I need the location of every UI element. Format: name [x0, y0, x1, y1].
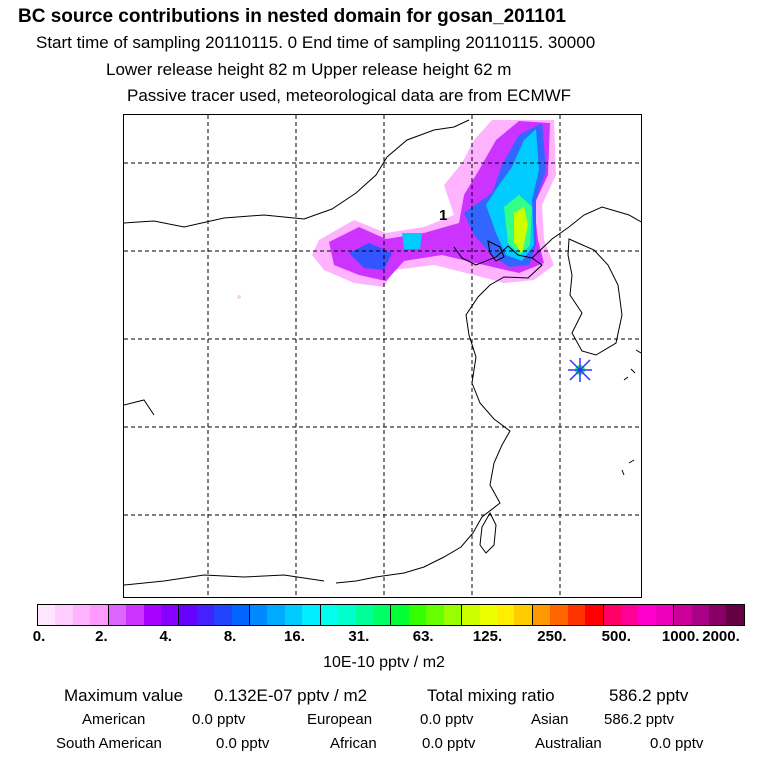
colorbar-segment: [250, 605, 268, 625]
colorbar-segment: [373, 605, 392, 625]
plume-blue: [349, 243, 392, 270]
internal-border: [124, 399, 325, 586]
colorbar-segment: [726, 605, 744, 625]
region-label-asian: Asian: [531, 711, 569, 728]
colorbar-segment: [90, 605, 109, 625]
colorbar-segment: [143, 605, 161, 625]
map-annotation-label: 1: [439, 207, 447, 224]
region-value-american: 0.0 pptv: [192, 711, 246, 728]
region-label-american: American: [82, 711, 146, 728]
colorbar-tick-label: 31.: [348, 628, 370, 645]
colorbar-tick-label: 1000.: [661, 628, 700, 645]
colorbar-segment: [585, 605, 604, 625]
colorbar-segment: [126, 605, 144, 625]
colorbar-segment: [55, 605, 73, 625]
lat-lon-grid: [124, 115, 641, 597]
region-label-australian: Australian: [535, 735, 602, 752]
plume-cyan: [402, 233, 422, 249]
plume-field: [237, 120, 556, 299]
bohai-coast: [335, 245, 543, 584]
colorbar-segment: [72, 605, 91, 625]
colorbar-segment: [514, 605, 533, 625]
map-canvas: 1: [124, 115, 641, 597]
region-value-african: 0.0 pptv: [422, 735, 476, 752]
colorbar-segment: [462, 605, 480, 625]
colorbar-segment: [532, 605, 551, 625]
taiwan: [479, 511, 497, 554]
colorbar-segment: [302, 605, 321, 625]
colorbar-segment: [391, 605, 409, 625]
total-mixing-value: 586.2 pptv: [609, 686, 689, 705]
tracer-note: Passive tracer used, meteorological data…: [127, 86, 572, 105]
colorbar-segment: [443, 605, 463, 625]
colorbar-segment: [196, 605, 215, 625]
colorbar-segment: [214, 605, 232, 625]
colorbar-segment: [179, 605, 197, 625]
colorbar-segment: [426, 605, 444, 625]
colorbar-tick-label: 4.: [159, 628, 172, 645]
colorbar-segment: [638, 605, 656, 625]
japan-islands: [621, 349, 641, 476]
colorbar-tick-label: 16.: [284, 628, 305, 645]
region-value-south-american: 0.0 pptv: [216, 735, 270, 752]
korea-peninsula: [567, 238, 623, 356]
korea-border: [531, 206, 641, 259]
region-value-australian: 0.0 pptv: [650, 735, 704, 752]
colorbar-segment: [355, 605, 374, 625]
colorbar-segment: [320, 605, 339, 625]
map-panel: 1: [123, 114, 642, 598]
colorbar-segment: [620, 605, 639, 625]
colorbar-tick-label: 2.: [95, 628, 108, 645]
max-value-label: Maximum value: [64, 686, 184, 705]
colorbar-ticks: 0. 2. 4. 8. 16. 31. 63. 125. 250. 500. 1000. 2000.: [0, 628, 768, 650]
region-label-south-american: South American: [56, 735, 162, 752]
colorbar-segment: [408, 605, 427, 625]
colorbar-segment: [550, 605, 568, 625]
colorbar-segment: [108, 605, 127, 625]
northern-border: [124, 119, 470, 228]
plot-title: BC source contributions in nested domain…: [18, 6, 566, 27]
colorbar-segment: [479, 605, 497, 625]
colorbar-segment: [567, 605, 586, 625]
colorbar: [37, 604, 745, 626]
total-mixing-label: Total mixing ratio: [427, 686, 555, 705]
colorbar-segment: [38, 605, 56, 625]
colorbar-segment: [160, 605, 180, 625]
colorbar-segment: [267, 605, 285, 625]
colorbar-tick-label: 8.: [223, 628, 237, 645]
colorbar-segment: [603, 605, 621, 625]
colorbar-segment: [655, 605, 675, 625]
region-value-asian: 586.2 pptv: [604, 711, 675, 728]
colorbar-tick-label: 2000.: [702, 628, 740, 645]
colorbar-segment: [709, 605, 727, 625]
colorbar-segment: [496, 605, 515, 625]
region-label-european: European: [307, 711, 373, 728]
colorbar-tick-label: 250.: [537, 628, 567, 645]
colorbar-segment: [691, 605, 710, 625]
region-label-african: African: [330, 735, 377, 752]
receptor-star-icon: [568, 358, 592, 382]
colorbar-tick-label: 63.: [412, 628, 434, 645]
region-value-european: 0.0 pptv: [420, 711, 474, 728]
colorbar-segment: [231, 605, 251, 625]
release-heights: Lower release height 82 m Upper release …: [106, 60, 512, 79]
colorbar-unit-label: 10E-10 pptv / m2: [323, 654, 445, 671]
plume-speck: [237, 295, 241, 299]
colorbar-tick-label: 500.: [601, 628, 631, 645]
max-value: 0.132E-07 pptv / m2: [214, 686, 368, 705]
colorbar-segment: [338, 605, 356, 625]
coastlines: [124, 119, 641, 586]
colorbar-tick-label: 0.: [32, 628, 46, 645]
colorbar-tick-label: 125.: [472, 628, 503, 645]
colorbar-segment: [284, 605, 303, 625]
sampling-times: Start time of sampling 20110115. 0 End t…: [36, 33, 596, 52]
plume-yellow: [514, 207, 528, 253]
colorbar-segment: [674, 605, 692, 625]
